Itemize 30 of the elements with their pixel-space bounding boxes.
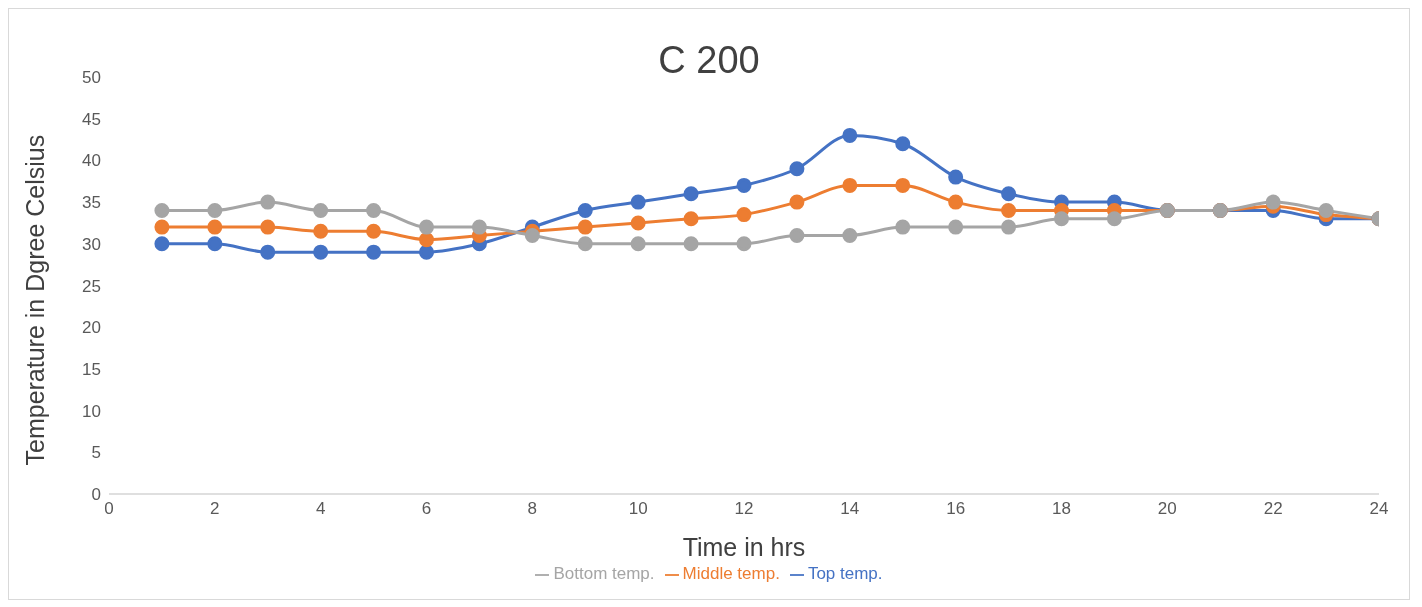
x-tick-label: 14 [840,499,860,519]
y-axis-title: Temperature in Dgree Celsius [20,134,49,466]
x-tick-label: 24 [1369,499,1389,519]
y-tick-label: 15 [82,359,101,379]
y-tick-label: 5 [91,443,101,463]
chart-title: C 200 [658,39,760,81]
legend-label: Top temp. [807,564,883,583]
y-tick-label: 45 [82,109,101,129]
x-tick-label: 20 [1157,499,1177,519]
x-axis-title: Time in hrs [682,533,806,561]
x-tick-label: 0 [104,499,114,519]
y-tick-label: 25 [82,276,101,296]
x-tick-label: 8 [527,499,538,519]
x-tick-label: 4 [315,499,326,519]
y-tick-label: 20 [82,318,101,338]
legend-label: Bottom temp. [553,564,655,583]
x-tick-label: 18 [1052,499,1071,519]
x-tick-label: 2 [210,499,220,519]
x-tick-label: 12 [734,499,754,519]
x-tick-label: 10 [628,499,648,519]
y-tick-label: 0 [91,485,101,505]
x-tick-label: 22 [1263,499,1283,519]
x-tick-label: 16 [946,499,966,519]
x-tick-label: 6 [421,499,432,519]
y-tick-label: 40 [82,151,101,171]
y-tick-label: 35 [82,193,101,213]
y-tick-label: 30 [82,234,101,254]
legend-label: Middle temp. [682,564,780,583]
y-tick-label: 10 [82,401,101,421]
y-tick-label: 50 [82,68,101,88]
